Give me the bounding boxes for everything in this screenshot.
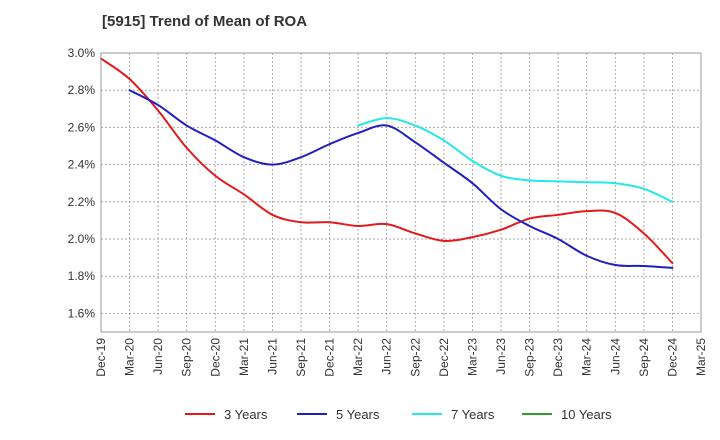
chart-title: [5915] Trend of Mean of ROA	[102, 13, 308, 30]
x-tick-label: Sep-21	[294, 338, 308, 377]
series-line-3-years	[100, 57, 674, 265]
y-tick-label: 2.4%	[68, 158, 96, 172]
x-tick-label: Sep-22	[408, 338, 422, 377]
x-tick-label: Sep-24	[637, 338, 651, 377]
x-tick-label: Sep-23	[523, 338, 537, 377]
x-tick-label: Jun-20	[151, 338, 165, 375]
x-tick-label: Mar-20	[123, 338, 137, 376]
legend-label-10-years: 10 Years	[561, 407, 612, 422]
x-tick-label: Dec-21	[323, 338, 337, 377]
series-line-5-years	[128, 89, 674, 269]
x-tick-label: Jun-22	[380, 338, 394, 375]
y-tick-label: 2.2%	[68, 195, 96, 209]
legend-label-3-years: 3 Years	[224, 407, 268, 422]
x-tick-label: Mar-24	[580, 338, 594, 376]
y-tick-label: 1.6%	[68, 306, 96, 320]
x-tick-label: Jun-24	[608, 338, 622, 375]
y-tick-label: 2.6%	[68, 120, 96, 134]
x-tick-label: Dec-19	[94, 338, 108, 377]
y-axis-ticks: 1.6% 1.8% 2.0% 2.2% 2.4% 2.6% 2.8% 3.0%	[68, 46, 96, 320]
x-tick-label: Jun-21	[265, 338, 279, 375]
x-tick-label: Dec-22	[437, 338, 451, 377]
x-tick-label: Dec-20	[208, 338, 222, 377]
plot-area-background	[101, 53, 701, 332]
x-tick-label: Mar-21	[237, 338, 251, 376]
x-tick-label: Dec-23	[551, 338, 565, 377]
y-tick-label: 3.0%	[68, 46, 96, 60]
y-tick-label: 1.8%	[68, 269, 96, 283]
legend-label-5-years: 5 Years	[336, 407, 380, 422]
legend-label-7-years: 7 Years	[451, 407, 495, 422]
x-tick-label: Dec-24	[665, 338, 679, 377]
y-tick-label: 2.0%	[68, 232, 96, 246]
gridlines	[101, 52, 701, 332]
x-tick-label: Mar-25	[694, 338, 708, 376]
plot-area-border	[100, 52, 702, 333]
series-lines	[100, 57, 674, 269]
legend: 3 Years 5 Years 7 Years 10 Years	[185, 407, 612, 422]
y-tick-label: 2.8%	[68, 83, 96, 97]
x-tick-label: Mar-23	[465, 338, 479, 376]
x-tick-label: Jun-23	[494, 338, 508, 375]
x-tick-label: Mar-22	[351, 338, 365, 376]
series-line-7-years	[357, 117, 674, 203]
x-tick-label: Sep-20	[180, 338, 194, 377]
x-axis-ticks: Dec-19 Mar-20 Jun-20 Sep-20 Dec-20 Mar-21 Jun-…	[94, 338, 708, 377]
